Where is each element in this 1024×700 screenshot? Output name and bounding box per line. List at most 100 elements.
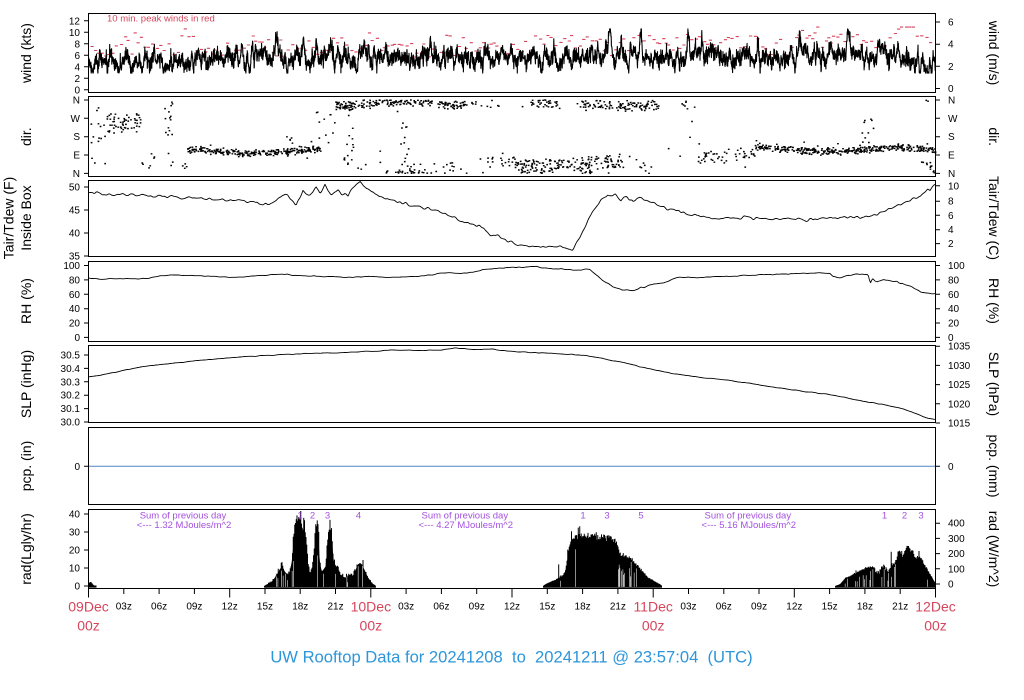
svg-text:Inside Box: Inside Box: [18, 185, 34, 250]
svg-text:10: 10: [69, 28, 81, 39]
svg-text:<--- 5.16 MJoules/m^2: <--- 5.16 MJoules/m^2: [702, 520, 796, 531]
svg-text:N: N: [948, 169, 955, 180]
svg-text:21z: 21z: [610, 602, 626, 613]
svg-text:<--- 1.32 MJoules/m^2: <--- 1.32 MJoules/m^2: [137, 520, 231, 531]
svg-text:1015: 1015: [948, 419, 971, 430]
svg-text:dir.: dir.: [18, 127, 34, 146]
svg-text:18z: 18z: [857, 602, 873, 613]
svg-text:pcp. (in): pcp. (in): [18, 441, 34, 492]
svg-text:0: 0: [74, 85, 80, 96]
svg-text:wind (m/s): wind (m/s): [986, 20, 1002, 86]
svg-text:03z: 03z: [398, 602, 414, 613]
svg-text:15z: 15z: [539, 602, 555, 613]
svg-text:1: 1: [882, 511, 887, 522]
svg-text:SLP (hPa): SLP (hPa): [986, 352, 1002, 416]
svg-text:8: 8: [74, 39, 80, 50]
svg-text:0: 0: [948, 84, 954, 95]
svg-text:pcp. (mm): pcp. (mm): [986, 435, 1002, 498]
svg-text:100: 100: [948, 261, 965, 272]
svg-text:06z: 06z: [716, 602, 732, 613]
svg-text:N: N: [73, 169, 80, 180]
svg-text:40: 40: [69, 229, 81, 240]
svg-text:80: 80: [69, 275, 81, 286]
svg-text:45: 45: [69, 206, 81, 217]
svg-text:00z: 00z: [642, 618, 665, 634]
svg-text:Tair/Tdew (F): Tair/Tdew (F): [1, 177, 17, 259]
svg-text:12z: 12z: [222, 602, 238, 613]
svg-text:3: 3: [325, 511, 330, 522]
svg-text:RH (%): RH (%): [18, 278, 34, 324]
svg-text:100: 100: [948, 564, 965, 575]
svg-text:SLP (inHg): SLP (inHg): [18, 350, 34, 418]
svg-text:6: 6: [74, 51, 80, 62]
svg-text:09z: 09z: [186, 602, 202, 613]
svg-text:2: 2: [948, 62, 954, 73]
svg-text:09z: 09z: [751, 602, 767, 613]
svg-text:Sum of previous day: Sum of previous day: [704, 511, 791, 522]
svg-text:0: 0: [948, 580, 954, 591]
svg-text:200: 200: [948, 549, 965, 560]
svg-text:S: S: [948, 132, 955, 143]
svg-text:0: 0: [74, 333, 80, 344]
svg-text:RH (%): RH (%): [986, 278, 1002, 324]
svg-text:18z: 18z: [575, 602, 591, 613]
svg-text:1: 1: [297, 511, 302, 522]
svg-text:Sum of previous day: Sum of previous day: [421, 511, 508, 522]
svg-text:8: 8: [948, 197, 954, 208]
svg-text:10 min. peak winds in red: 10 min. peak winds in red: [107, 13, 215, 24]
svg-text:15z: 15z: [822, 602, 838, 613]
svg-text:40: 40: [69, 510, 81, 521]
svg-text:S: S: [73, 132, 80, 143]
svg-text:12z: 12z: [504, 602, 520, 613]
svg-text:30.0: 30.0: [61, 418, 81, 429]
svg-text:11Dec: 11Dec: [633, 599, 672, 615]
svg-text:09z: 09z: [469, 602, 485, 613]
svg-text:rad(Lgly/hr): rad(Lgly/hr): [18, 513, 34, 585]
svg-text:300: 300: [948, 534, 965, 545]
svg-text:35: 35: [69, 252, 81, 263]
svg-text:0: 0: [74, 462, 80, 473]
svg-text:30.5: 30.5: [61, 351, 81, 362]
svg-text:5: 5: [638, 511, 643, 522]
svg-text:30.4: 30.4: [61, 364, 81, 375]
svg-text:1035: 1035: [948, 342, 971, 353]
svg-text:06z: 06z: [151, 602, 167, 613]
svg-text:E: E: [948, 151, 955, 162]
svg-text:0: 0: [948, 462, 954, 473]
svg-text:W: W: [948, 114, 958, 125]
svg-text:20: 20: [948, 319, 960, 330]
svg-text:W: W: [71, 114, 81, 125]
svg-text:10: 10: [69, 564, 81, 575]
svg-text:21z: 21z: [327, 602, 343, 613]
svg-text:6: 6: [948, 211, 954, 222]
svg-text:4: 4: [356, 511, 361, 522]
svg-text:4: 4: [948, 225, 954, 236]
svg-text:1020: 1020: [948, 399, 971, 410]
svg-text:N: N: [948, 96, 955, 107]
svg-text:30: 30: [69, 528, 81, 539]
svg-text:10Dec: 10Dec: [351, 599, 391, 615]
svg-text:4: 4: [74, 62, 80, 73]
svg-text:1: 1: [580, 511, 585, 522]
svg-text:03z: 03z: [116, 602, 132, 613]
svg-text:80: 80: [948, 275, 960, 286]
svg-text:50: 50: [69, 183, 81, 194]
svg-text:40: 40: [948, 304, 960, 315]
svg-text:03z: 03z: [680, 602, 696, 613]
svg-text:<--- 4.27 MJoules/m^2: <--- 4.27 MJoules/m^2: [419, 520, 513, 531]
svg-text:00z: 00z: [77, 618, 100, 634]
svg-text:2: 2: [74, 74, 80, 85]
svg-text:1025: 1025: [948, 380, 971, 391]
svg-text:E: E: [73, 151, 80, 162]
svg-text:wind (kts): wind (kts): [18, 23, 34, 84]
svg-text:1030: 1030: [948, 361, 971, 372]
svg-text:UW Rooftop Data for 20241208: UW Rooftop Data for 20241208 to 20241211…: [270, 648, 752, 667]
svg-text:30.3: 30.3: [61, 377, 81, 388]
svg-text:12Dec: 12Dec: [915, 599, 955, 615]
svg-text:0: 0: [74, 582, 80, 593]
svg-text:00z: 00z: [924, 618, 947, 634]
svg-text:06z: 06z: [433, 602, 449, 613]
svg-text:21z: 21z: [892, 602, 908, 613]
svg-text:2: 2: [310, 511, 315, 522]
svg-text:dir.: dir.: [986, 127, 1002, 146]
